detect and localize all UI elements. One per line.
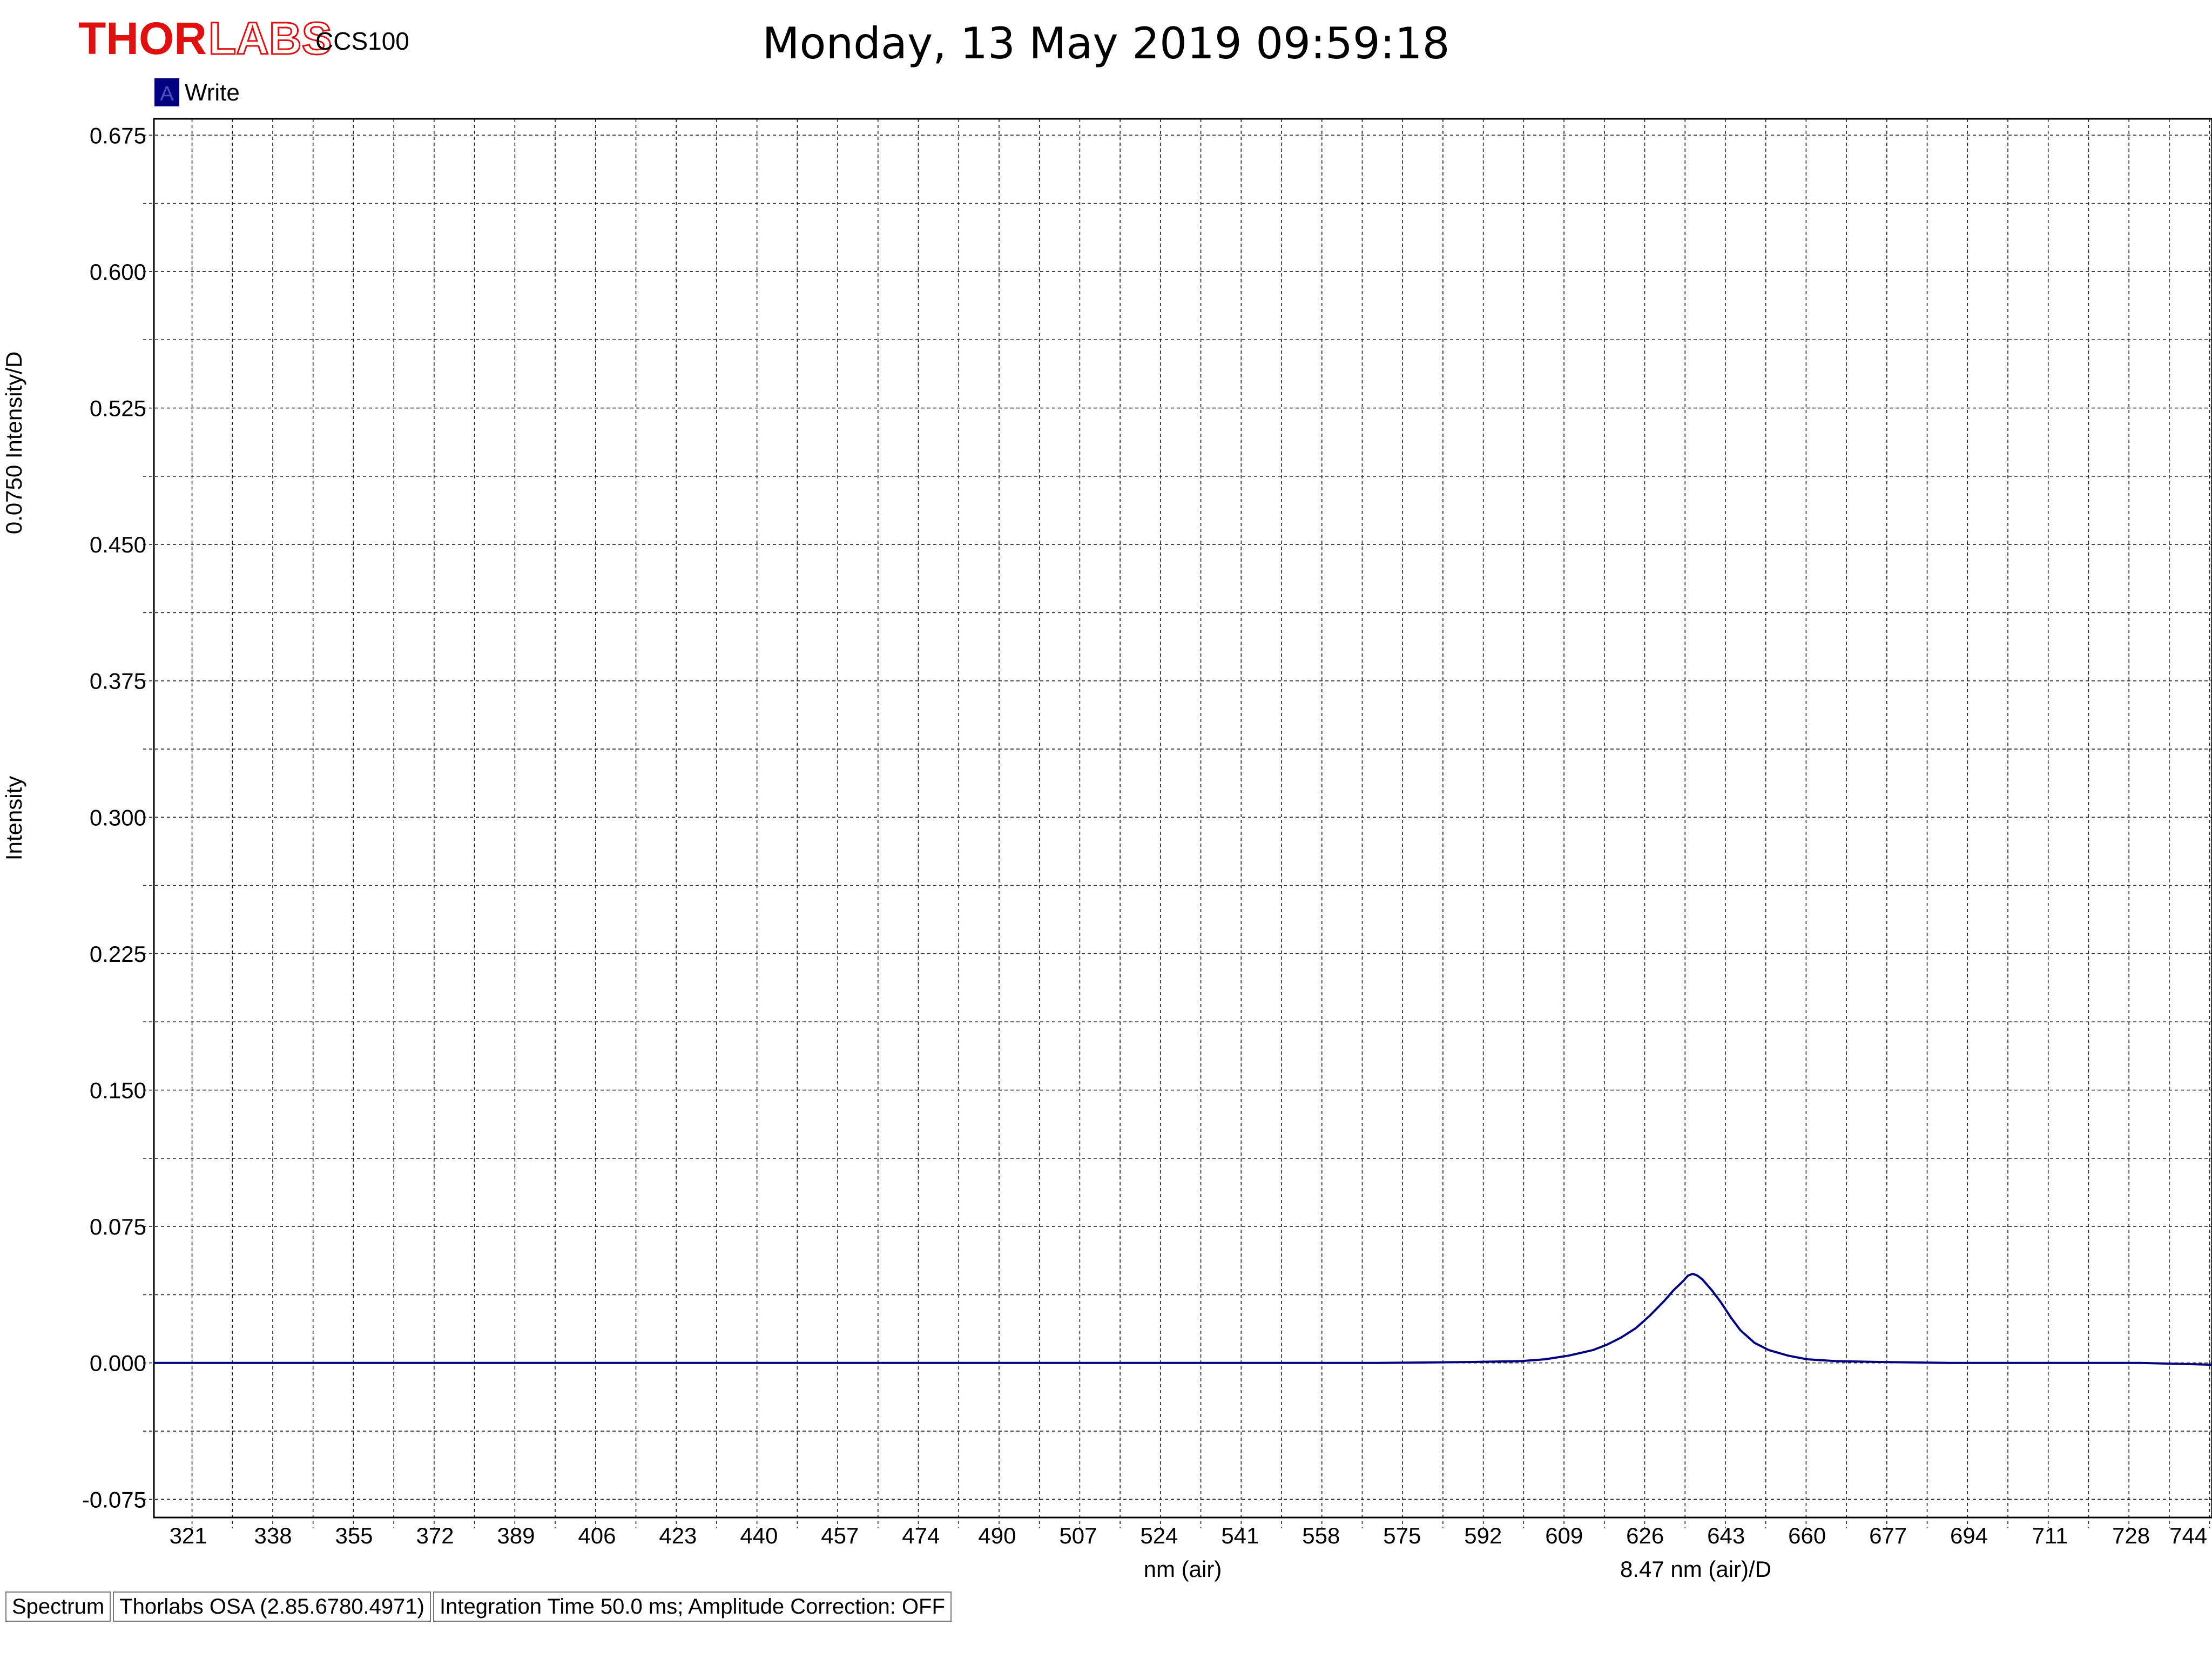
x-tick-label: 728 <box>2112 1523 2150 1548</box>
x-tick-label: 643 <box>1707 1523 1745 1548</box>
y-tick-label: 0.375 <box>90 669 146 694</box>
x-tick-label: 372 <box>416 1523 454 1548</box>
x-tick-label: 558 <box>1302 1523 1340 1548</box>
x-tick-label: 423 <box>659 1523 697 1548</box>
series-line-write <box>154 1272 2212 1366</box>
x-tick-label: 660 <box>1788 1523 1826 1548</box>
vertical-gridlines <box>191 119 2210 1528</box>
legend-label: Write <box>185 79 240 106</box>
x-tick-label: 694 <box>1950 1523 1988 1548</box>
x-axis-label: nm (air) <box>1144 1556 1222 1582</box>
x-tick-label: 744 <box>2169 1523 2207 1548</box>
logo-thor-text: THOR <box>78 13 207 64</box>
x-tick-label: 575 <box>1383 1523 1421 1548</box>
y-tick-label: 0.300 <box>90 805 146 830</box>
legend-marker-letter: A <box>160 83 174 105</box>
y-tick-label: 0.000 <box>90 1351 146 1376</box>
y-tick-label: 0.150 <box>90 1078 146 1103</box>
x-tick-label: 711 <box>2032 1523 2068 1548</box>
y-tick-labels: 0.675 0.600 0.525 0.450 0.375 0.300 0.225 0.150… <box>82 123 146 1512</box>
x-tick-label: 457 <box>821 1523 859 1548</box>
x-tick-label: 626 <box>1626 1523 1664 1548</box>
x-tick-label: 677 <box>1869 1523 1907 1548</box>
x-tick-label: 524 <box>1140 1523 1178 1548</box>
x-tick-label: 338 <box>254 1523 292 1548</box>
legend-swatch <box>154 78 179 106</box>
x-tick-label: 541 <box>1221 1523 1259 1548</box>
x-tick-label: 389 <box>497 1523 535 1548</box>
thorlabs-logo: THOR LABS <box>78 12 333 65</box>
y-tick-label: 0.225 <box>90 941 146 967</box>
x-tick-label: 490 <box>978 1523 1016 1548</box>
x-tick-labels: 321 338 355 372 389 406 423 440 457 474 490 507 524 5… <box>170 1523 2208 1548</box>
x-tick-label: 592 <box>1464 1523 1502 1548</box>
horizontal-gridlines <box>143 134 2212 1500</box>
x-tick-label: 474 <box>902 1523 940 1548</box>
status-settings: Integration Time 50.0 ms; Amplitude Corr… <box>433 1591 952 1622</box>
logo-labs-text: LABS <box>208 13 332 64</box>
y-tick-label: 0.075 <box>90 1214 146 1239</box>
status-bar: Spectrum Thorlabs OSA (2.85.6780.4971) I… <box>5 1591 952 1624</box>
y-axis-label: Intensity <box>1 776 26 860</box>
y-tick-label: 0.600 <box>90 259 146 285</box>
status-mode: Spectrum <box>5 1591 111 1622</box>
timestamp-title: Monday, 13 May 2019 09:59:18 <box>762 18 1449 69</box>
y-tick-label: 0.450 <box>90 532 146 557</box>
y-tick-label: 0.525 <box>90 396 146 421</box>
x-div-label: 8.47 nm (air)/D <box>1620 1556 1771 1582</box>
x-tick-label: 321 <box>170 1523 207 1548</box>
y-tick-label: -0.075 <box>82 1487 146 1512</box>
x-tick-label: 507 <box>1059 1523 1097 1548</box>
y-div-label: 0.0750 Intensity/D <box>1 352 26 535</box>
device-model: CCS100 <box>315 27 409 55</box>
y-tick-label: 0.675 <box>90 123 146 148</box>
legend[interactable]: A Write <box>154 78 240 106</box>
plot-area-frame[interactable] <box>153 118 2212 1519</box>
x-tick-label: 609 <box>1545 1523 1583 1548</box>
x-tick-label: 406 <box>578 1523 616 1548</box>
x-tick-label: 440 <box>740 1523 778 1548</box>
series-lines <box>154 1272 2212 1366</box>
x-tick-label: 355 <box>335 1523 373 1548</box>
status-software: Thorlabs OSA (2.85.6780.4971) <box>113 1591 431 1622</box>
